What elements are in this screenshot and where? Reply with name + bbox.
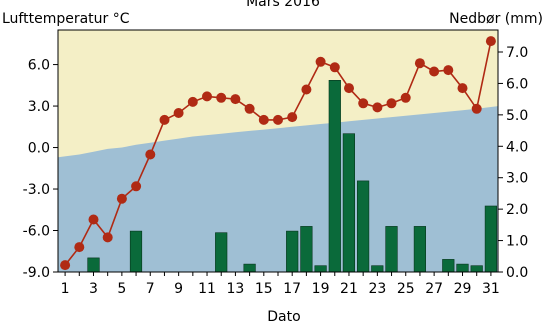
- precipitation-bar-day-3: [87, 257, 100, 273]
- temperature-point-day-5: [116, 193, 127, 204]
- left-axis-tick-label: 6.0: [28, 58, 50, 74]
- x-axis-tick-label: 15: [255, 281, 273, 297]
- precipitation-bar-day-6: [129, 230, 143, 273]
- x-axis-tick-label: 31: [482, 281, 500, 297]
- temperature-point-day-17: [287, 112, 298, 123]
- temperature-point-day-11: [202, 91, 212, 102]
- left-axis-label: Lufttemperatur °C: [2, 11, 130, 27]
- left-axis-tick-label: -9.0: [23, 265, 50, 281]
- temperature-point-day-25: [400, 92, 411, 103]
- temperature-point-day-9: [173, 108, 184, 118]
- temperature-point-day-2: [74, 242, 85, 253]
- temperature-point-day-29: [457, 83, 468, 94]
- precipitation-bar-day-14: [243, 263, 256, 273]
- precipitation-bar-day-18: [300, 226, 313, 273]
- temperature-point-day-18: [301, 84, 312, 95]
- x-axis-tick-label: 19: [312, 281, 330, 297]
- temperature-point-day-10: [187, 96, 198, 107]
- precipitation-bar-day-31: [484, 205, 498, 273]
- left-axis-tick-label: -6.0: [23, 224, 50, 240]
- right-axis-tick-label: 0.0: [506, 265, 528, 281]
- temperature-point-day-12: [216, 92, 227, 103]
- temperature-point-day-27: [429, 66, 440, 77]
- precipitation-bar-day-24: [385, 226, 398, 273]
- precipitation-bar-day-20: [328, 80, 341, 273]
- temperature-point-day-28: [443, 65, 454, 76]
- right-axis-tick-label: 7.0: [506, 45, 528, 61]
- x-axis-tick-label: 29: [454, 281, 472, 297]
- right-axis-tick-label: 5.0: [506, 108, 528, 124]
- x-axis-tick-label: 3: [89, 281, 98, 297]
- temperature-point-day-23: [372, 102, 383, 113]
- precipitation-bar-day-12: [215, 232, 228, 273]
- temperature-point-day-8: [159, 114, 170, 125]
- temperature-point-day-4: [102, 232, 113, 243]
- x-axis-label: Dato: [267, 309, 300, 324]
- x-axis-tick-label: 17: [283, 281, 301, 297]
- temperature-point-day-14: [244, 103, 255, 114]
- precipitation-bar-day-19: [314, 265, 327, 273]
- temperature-point-day-31: [485, 36, 496, 47]
- precipitation-bar-day-23: [371, 265, 384, 273]
- precipitation-bar-day-30: [470, 265, 483, 273]
- x-axis-tick-label: 7: [146, 281, 155, 297]
- temperature-point-day-22: [358, 98, 369, 109]
- temperature-point-day-3: [88, 214, 99, 225]
- right-axis-tick-label: 4.0: [506, 139, 528, 155]
- left-axis-tick-label: 0.0: [28, 141, 50, 157]
- right-axis-tick-label: 3.0: [506, 171, 528, 187]
- x-axis-tick-label: 5: [117, 281, 126, 297]
- x-axis-tick-label: 27: [425, 281, 443, 297]
- x-axis-tick-label: 9: [174, 281, 183, 297]
- temperature-point-day-7: [145, 149, 156, 160]
- precipitation-bar-day-28: [442, 259, 455, 273]
- left-axis-tick-label: -3.0: [23, 182, 50, 198]
- precipitation-bar-day-26: [413, 226, 427, 273]
- temperature-point-day-13: [230, 94, 241, 105]
- chart-title: Mars 2016: [246, 0, 320, 10]
- right-axis-tick-label: 2.0: [506, 202, 528, 218]
- x-axis-tick-label: 23: [368, 281, 386, 297]
- x-axis-tick-label: 25: [397, 281, 415, 297]
- precipitation-bar-day-17: [286, 230, 299, 273]
- precipitation-bar-day-22: [356, 180, 370, 273]
- right-axis-label: Nedbør (mm): [449, 11, 543, 27]
- temperature-point-day-26: [414, 58, 425, 69]
- temperature-point-day-15: [258, 114, 269, 125]
- temperature-point-day-24: [386, 98, 397, 109]
- right-axis-tick-label: 1.0: [506, 234, 528, 250]
- x-axis-tick-label: 1: [61, 281, 70, 297]
- precipitation-bar-day-21: [342, 133, 356, 273]
- temperature-point-day-19: [315, 56, 326, 67]
- x-axis-tick-label: 21: [340, 281, 358, 297]
- temperature-point-day-30: [471, 103, 482, 114]
- right-axis-tick-label: 6.0: [506, 76, 528, 92]
- temperature-point-day-21: [344, 83, 354, 94]
- x-axis-tick-label: 13: [227, 281, 245, 297]
- left-axis-tick-label: 3.0: [28, 99, 50, 115]
- temperature-point-day-1: [60, 260, 71, 271]
- x-axis-tick-label: 11: [198, 281, 216, 297]
- temperature-point-day-16: [273, 114, 283, 125]
- precipitation-bar-day-29: [456, 263, 469, 273]
- temperature-point-day-6: [131, 181, 142, 192]
- temperature-point-day-20: [329, 62, 340, 73]
